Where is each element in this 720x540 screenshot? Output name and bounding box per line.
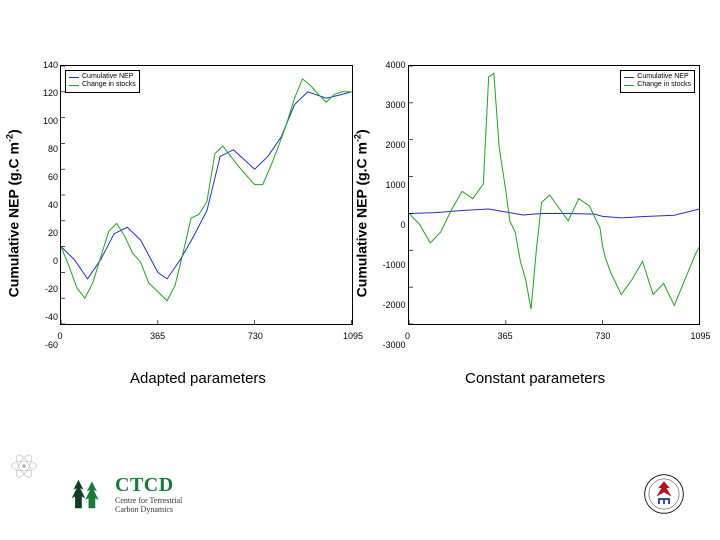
ytick: 2000 [385,140,405,150]
chart-left-svg [61,66,352,324]
ctcd-main: CTCD [115,474,182,497]
legend-left: Cumulative NEPChange in stocks [65,70,140,93]
ytick: -2000 [382,300,405,310]
xtick: 365 [150,331,165,341]
ytick: 3000 [385,100,405,110]
xtick: 365 [498,331,513,341]
ytick: 0 [53,256,58,266]
ctcd-logo: CTCD Centre for Terrestrial Carbon Dynam… [65,473,182,515]
caption-left: Adapted parameters [130,370,266,387]
ytick: 0 [400,220,405,230]
ytick: -3000 [382,340,405,350]
chart-right-svg [409,66,700,324]
ytick: 1000 [385,180,405,190]
xtick: 730 [595,331,610,341]
xtick: 0 [57,331,62,341]
ytick: -60 [45,340,58,350]
xtick: 1095 [690,331,710,341]
xtick: 1095 [343,331,363,341]
ytick: 40 [48,200,58,210]
xtick: 730 [248,331,263,341]
legend-item: Cumulative NEP [69,73,136,81]
ytick: 100 [43,116,58,126]
ytick: -1000 [382,260,405,270]
legend-right: Cumulative NEPChange in stocks [620,70,695,93]
plot-right: Cumulative NEPChange in stocks [408,65,701,325]
tree-icon [65,473,107,515]
plot-left: Cumulative NEPChange in stocks [60,65,353,325]
ylabel-left: Cumulative NEP (g.C m-2) [5,129,22,297]
caption-right: Constant parameters [465,370,605,387]
edinburgh-crest-icon [643,473,685,515]
ytick: 20 [48,228,58,238]
ytick: 60 [48,172,58,182]
ytick: 120 [43,88,58,98]
atom-icon [10,452,38,480]
ytick: 80 [48,144,58,154]
chart-right-panel: Cumulative NEP (g.C m-2) Cumulative NEPC… [373,65,706,345]
ctcd-text: CTCD Centre for Terrestrial Carbon Dynam… [115,474,182,515]
chart-left-panel: Cumulative NEP (g.C m-2) Cumulative NEPC… [25,65,358,345]
ytick: 140 [43,60,58,70]
charts-row: Cumulative NEP (g.C m-2) Cumulative NEPC… [25,65,705,345]
ctcd-sub2: Carbon Dynamics [115,506,182,515]
legend-item: Change in stocks [69,81,136,89]
ytick: -40 [45,312,58,322]
xtick: 0 [405,331,410,341]
legend-item: Cumulative NEP [624,73,691,81]
ytick: 4000 [385,60,405,70]
ylabel-right: Cumulative NEP (g.C m-2) [352,129,369,297]
legend-item: Change in stocks [624,81,691,89]
ytick: -20 [45,284,58,294]
